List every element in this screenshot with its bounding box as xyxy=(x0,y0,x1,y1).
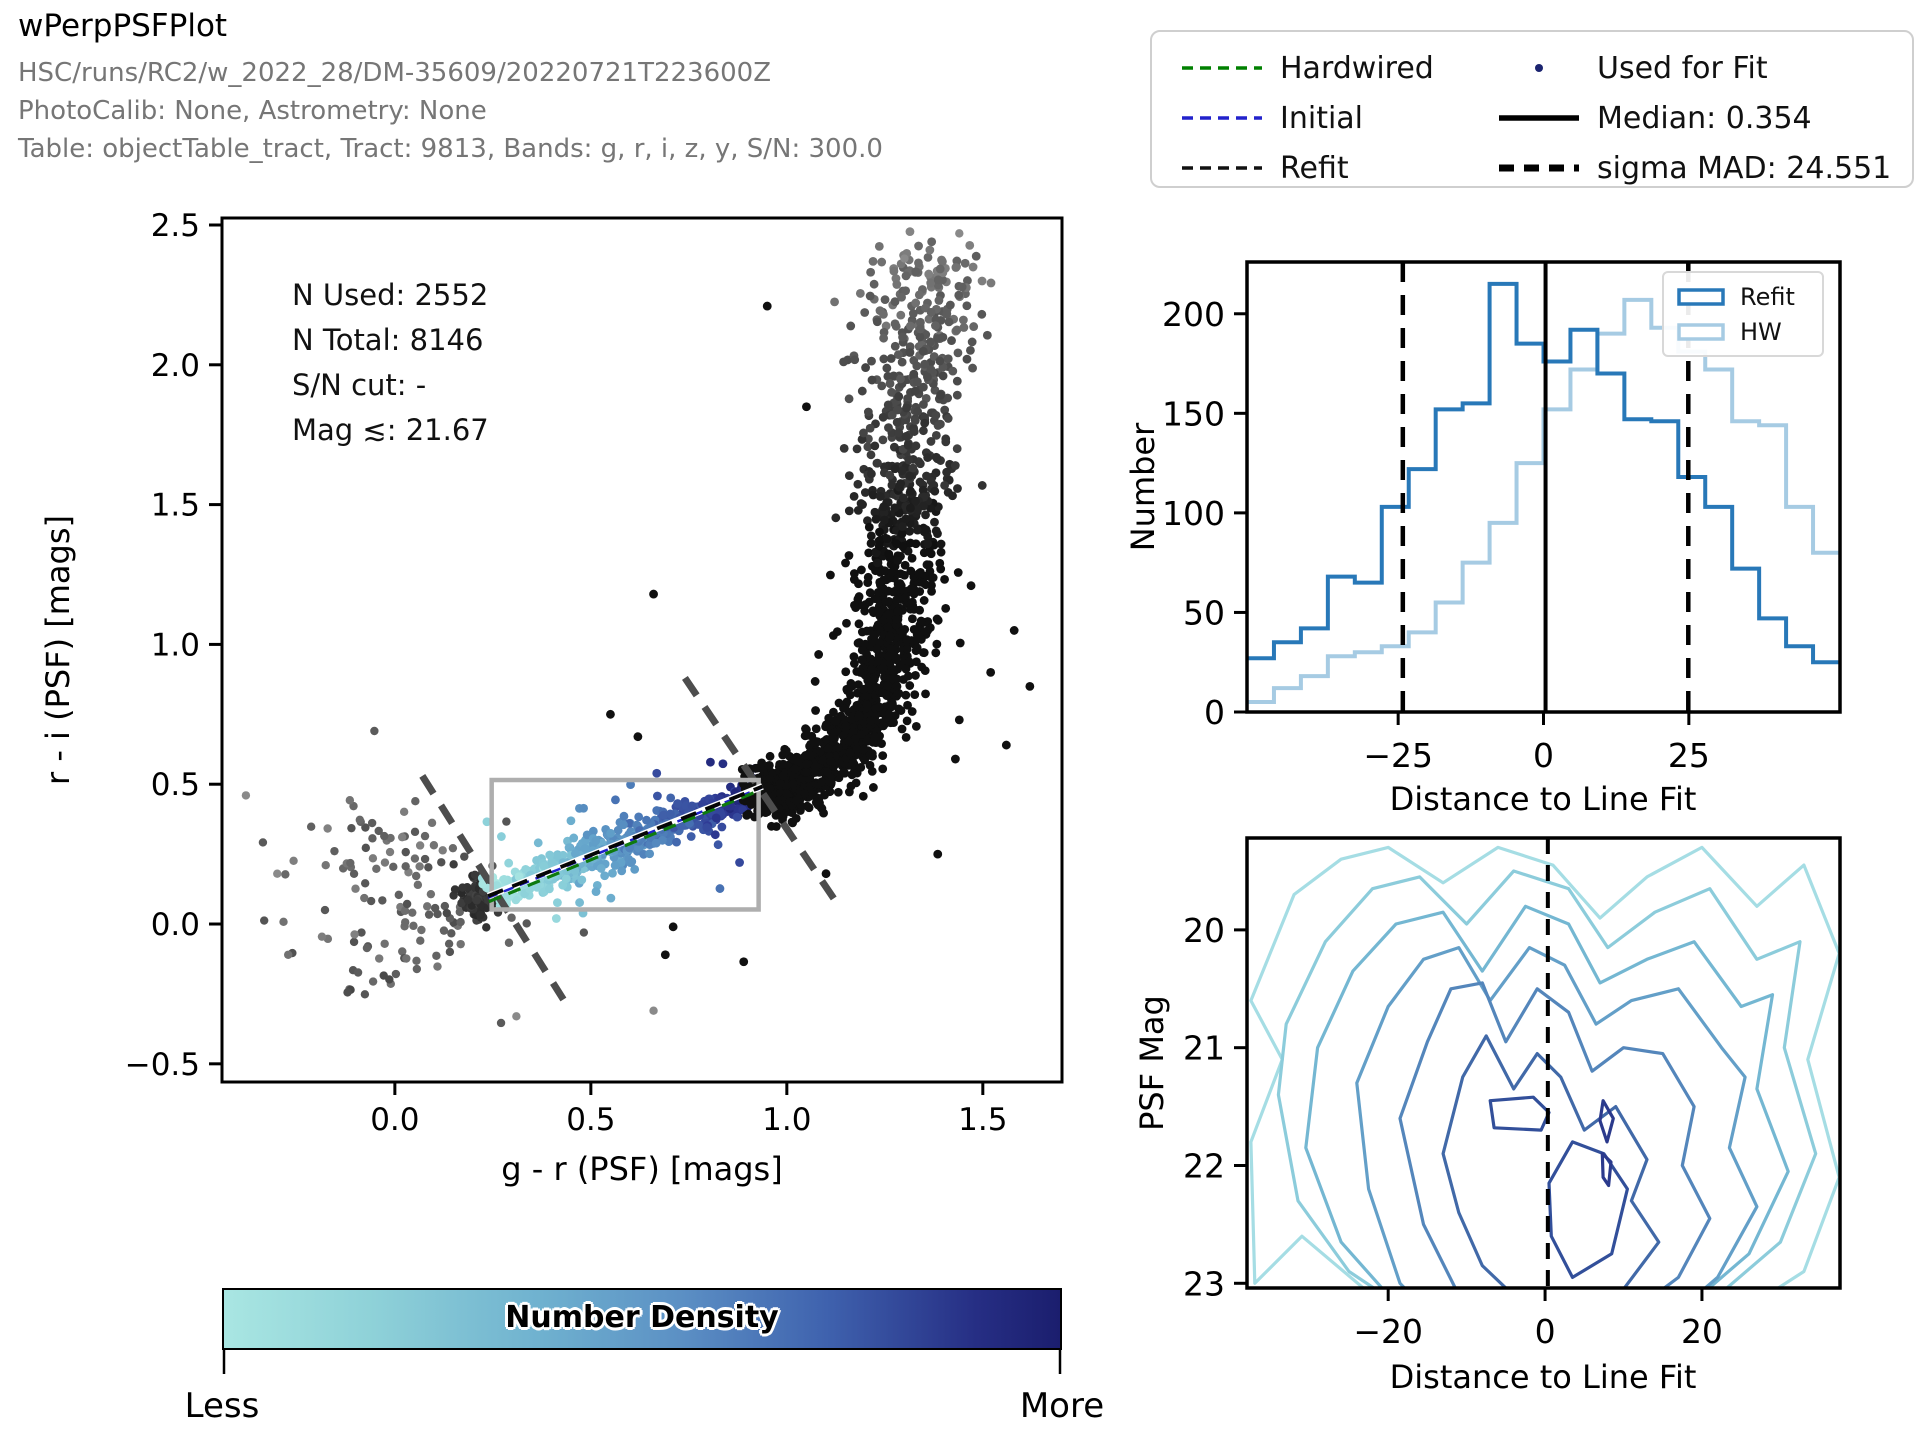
svg-text:0: 0 xyxy=(1535,1312,1556,1351)
svg-text:1.5: 1.5 xyxy=(151,488,200,524)
stat-n-total: N Total: 8146 xyxy=(292,323,484,357)
svg-text:22: 22 xyxy=(1183,1146,1225,1185)
legend-item-hardwired: Hardwired xyxy=(1180,48,1434,88)
contour-yaxis-label: PSF Mag xyxy=(1133,995,1171,1131)
hw-hist-swatch-icon xyxy=(1677,323,1725,341)
svg-text:20: 20 xyxy=(1183,911,1225,950)
hist-legend-refit: Refit xyxy=(1676,283,1795,311)
psf-mag-contour-plot: −20 0 20 20 21 22 23 xyxy=(1183,836,1842,1351)
svg-text:1.5: 1.5 xyxy=(958,1102,1007,1138)
run-path-subtitle: HSC/runs/RC2/w_2022_28/DM-35609/20220721… xyxy=(18,58,772,88)
svg-text:100: 100 xyxy=(1162,494,1225,533)
svg-text:200: 200 xyxy=(1162,295,1225,334)
svg-text:2.5: 2.5 xyxy=(151,208,200,244)
contour-xaxis-label: Distance to Line Fit xyxy=(1389,1358,1697,1396)
legend-item-sigma-mad: sigma MAD: 24.551 xyxy=(1497,148,1891,188)
svg-text:0: 0 xyxy=(1204,693,1225,732)
table-info-subtitle: Table: objectTable_tract, Tract: 9813, B… xyxy=(18,134,883,164)
svg-text:1.0: 1.0 xyxy=(762,1102,811,1138)
number-density-colorbar xyxy=(222,1288,1062,1350)
colorbar-label: Number Density xyxy=(505,1300,779,1335)
figure-legend: Hardwired Initial Refit Used for Fit Med… xyxy=(1150,30,1914,188)
svg-text:20: 20 xyxy=(1681,1312,1723,1351)
svg-text:0: 0 xyxy=(1533,736,1554,775)
colorbar-more-label: More xyxy=(1019,1386,1105,1426)
legend-item-median: Median: 0.354 xyxy=(1497,98,1812,138)
fit-point-marker-icon xyxy=(1535,64,1543,72)
median-solid-line-icon xyxy=(1499,115,1579,121)
legend-item-initial: Initial xyxy=(1180,98,1363,138)
svg-text:1.0: 1.0 xyxy=(151,627,200,663)
svg-text:2.0: 2.0 xyxy=(151,348,200,384)
main-xaxis-label: g - r (PSF) [mags] xyxy=(501,1150,783,1188)
refit-dashed-line-icon xyxy=(1182,166,1262,170)
svg-text:−0.5: −0.5 xyxy=(125,1047,200,1083)
stat-sn-cut: S/N cut: - xyxy=(292,368,427,402)
main-yaxis-label: r - i (PSF) [mags] xyxy=(39,515,77,785)
svg-text:21: 21 xyxy=(1183,1029,1225,1068)
calib-subtitle: PhotoCalib: None, Astrometry: None xyxy=(18,96,487,126)
hist-xaxis-label: Distance to Line Fit xyxy=(1389,780,1697,818)
initial-dashed-line-icon xyxy=(1182,116,1262,120)
svg-text:0.0: 0.0 xyxy=(370,1102,419,1138)
svg-text:−20: −20 xyxy=(1353,1312,1423,1351)
color-color-scatter-plot xyxy=(241,227,1035,1028)
svg-text:50: 50 xyxy=(1183,593,1225,632)
distance-histogram-plot: −25 0 25 0 50 100 150 200 xyxy=(1162,260,1842,775)
sigma-dashed-line-icon xyxy=(1499,164,1579,172)
svg-text:0.5: 0.5 xyxy=(566,1102,615,1138)
hist-yaxis-label: Number xyxy=(1124,422,1162,552)
hardwired-dashed-line-icon xyxy=(1182,66,1262,70)
stat-n-used: N Used: 2552 xyxy=(292,278,489,312)
svg-text:0.5: 0.5 xyxy=(151,767,200,803)
svg-text:150: 150 xyxy=(1162,394,1225,433)
histogram-legend: Refit HW xyxy=(1662,271,1824,357)
legend-item-used-for-fit: Used for Fit xyxy=(1497,48,1768,88)
svg-text:0.0: 0.0 xyxy=(151,907,200,943)
legend-item-refit: Refit xyxy=(1180,148,1349,188)
svg-text:23: 23 xyxy=(1183,1264,1225,1303)
plot-title: wPerpPSFPlot xyxy=(18,8,228,44)
svg-text:−25: −25 xyxy=(1363,736,1433,775)
hist-legend-hw: HW xyxy=(1676,318,1782,346)
svg-text:25: 25 xyxy=(1668,736,1710,775)
colorbar-less-label: Less xyxy=(184,1386,260,1426)
stat-mag-cut: Mag ≲: 21.67 xyxy=(292,413,489,447)
refit-hist-swatch-icon xyxy=(1677,288,1725,306)
